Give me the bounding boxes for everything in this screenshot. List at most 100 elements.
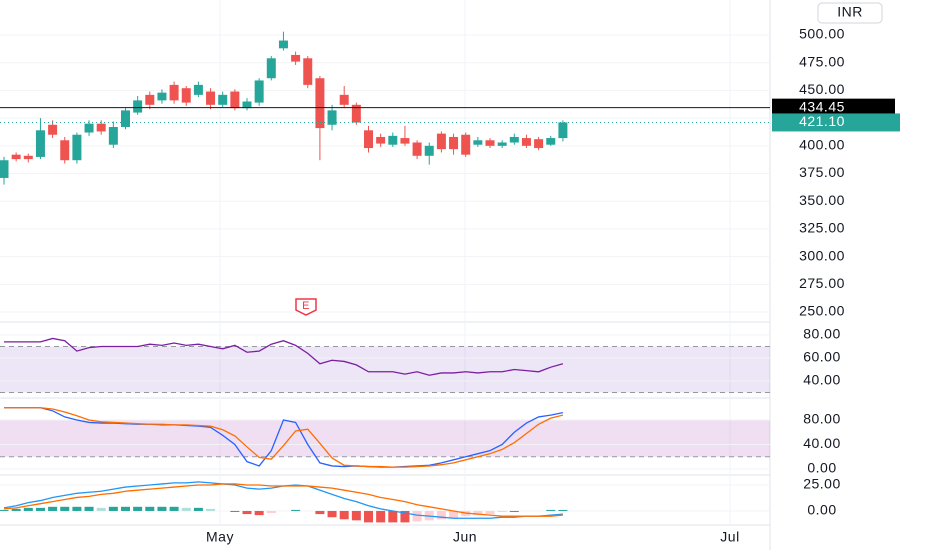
histogram-bar	[376, 510, 386, 523]
x-tick-label: Jun	[453, 529, 477, 545]
y-tick-label: 500.00	[799, 26, 845, 42]
y-tick-label: 300.00	[799, 247, 845, 263]
currency-box[interactable]	[817, 2, 883, 24]
candle-body	[145, 94, 155, 105]
candle-body	[23, 155, 33, 160]
candle-body	[72, 134, 82, 161]
histogram-bar	[133, 506, 143, 511]
candle-body	[521, 138, 531, 146]
histogram-bar	[449, 510, 459, 519]
candle-body	[485, 140, 495, 146]
histogram-bar	[35, 507, 45, 511]
candle-body	[473, 140, 483, 145]
candle-body	[254, 80, 264, 103]
histogram-bar	[72, 506, 82, 511]
histogram-bar	[0, 509, 9, 511]
candle-body	[509, 136, 519, 143]
candle-body	[206, 91, 216, 105]
price-tag	[772, 98, 895, 117]
histogram-bar	[558, 509, 568, 511]
histogram-bar	[339, 510, 349, 520]
candle-body	[315, 78, 325, 129]
y-tick-label: 0.00	[807, 460, 836, 476]
histogram-bar	[291, 509, 301, 511]
currency-label[interactable]: INR	[837, 4, 863, 20]
histogram-bar	[327, 510, 337, 518]
histogram-bar	[23, 507, 33, 511]
candle-body	[181, 88, 191, 103]
candle-body	[230, 91, 240, 109]
candle-body	[157, 92, 167, 101]
histogram-bar	[84, 506, 94, 511]
event-badge	[295, 298, 317, 316]
y-tick-label: 375.00	[799, 164, 845, 180]
y-tick-label: 475.00	[799, 53, 845, 69]
candle-body	[266, 58, 276, 79]
histogram-bar	[364, 510, 373, 523]
histogram-bar	[193, 507, 203, 511]
y-tick-label: 60.00	[803, 349, 841, 365]
histogram-bar	[157, 506, 167, 511]
candle-body	[60, 140, 70, 161]
candle-body	[96, 123, 106, 132]
candle-body	[133, 100, 143, 113]
histogram-bar	[11, 508, 21, 511]
indicator-line	[4, 407, 564, 468]
candle-body	[351, 104, 361, 123]
candle-body	[218, 94, 228, 105]
y-tick-label: 275.00	[799, 275, 845, 291]
candle-body	[121, 110, 130, 127]
y-tick-label: 450.00	[799, 81, 845, 97]
histogram-bar	[400, 510, 410, 523]
last-price-tag	[772, 113, 900, 132]
histogram-bar	[230, 510, 240, 513]
candle-body	[558, 122, 568, 139]
x-tick-label: May	[206, 529, 234, 545]
candle-body	[461, 134, 471, 155]
candle-body	[48, 124, 58, 135]
candle-body	[303, 58, 313, 85]
candle-body	[424, 145, 434, 156]
candle-body	[449, 136, 459, 150]
y-tick-label: 400.00	[799, 137, 845, 153]
histogram-bar	[436, 510, 446, 520]
y-tick-label: 40.00	[803, 435, 841, 451]
histogram-bar	[206, 508, 216, 511]
event-label: E	[302, 300, 310, 312]
y-tick-label: 40.00	[803, 372, 841, 388]
histogram-bar	[121, 506, 130, 511]
candle-body	[291, 54, 301, 62]
indicator-line	[4, 407, 564, 468]
histogram-bar	[254, 510, 264, 516]
histogram-bar	[60, 506, 70, 511]
histogram-bar	[473, 510, 483, 516]
histogram-bar	[412, 510, 422, 522]
indicator-line	[4, 337, 564, 376]
y-tick-label: 80.00	[803, 326, 841, 342]
band	[0, 346, 770, 393]
candle-body	[400, 138, 410, 144]
last-price-label: 421.10	[799, 113, 845, 129]
x-tick-label: Jul	[720, 529, 739, 545]
candle-body	[0, 160, 9, 178]
candle-body	[11, 154, 21, 160]
candle-body	[242, 101, 252, 109]
histogram-bar	[315, 510, 325, 515]
y-tick-label: 0.00	[807, 502, 836, 518]
histogram-bar	[388, 510, 398, 523]
histogram-bar	[485, 510, 495, 515]
histogram-bar	[181, 507, 191, 511]
candle-body	[497, 142, 507, 146]
y-tick-label: 325.00	[799, 220, 845, 236]
histogram-bar	[145, 506, 155, 511]
histogram-bar	[96, 507, 106, 511]
band	[0, 419, 770, 457]
candle-body	[35, 130, 45, 157]
candle-body	[193, 84, 203, 95]
indicator-line	[3, 483, 563, 517]
histogram-bar	[48, 506, 58, 511]
y-tick-label: 25.00	[803, 476, 841, 492]
histogram-bar	[108, 506, 118, 511]
